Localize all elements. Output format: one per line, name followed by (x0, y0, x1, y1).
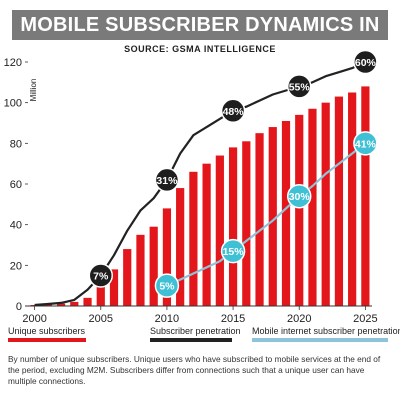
y-tick-label: 20 (10, 260, 22, 272)
bar (334, 96, 344, 306)
bar (96, 285, 105, 306)
bar (109, 269, 119, 306)
marker-label: 5% (159, 281, 175, 293)
y-tick-label: 40 (10, 220, 22, 232)
subscriber-penetration-marker (286, 74, 312, 99)
subscriber-penetration-marker (353, 49, 378, 75)
internet-penetration-marker (154, 273, 180, 298)
bar (348, 92, 357, 306)
marker-label: 41% (355, 138, 377, 150)
subscriber-penetration-marker (154, 167, 180, 193)
bar (295, 114, 304, 306)
bar (202, 163, 211, 306)
marker-label: 31% (156, 175, 178, 187)
x-tick-label: 2000 (22, 313, 46, 325)
legend-swatch-bars (8, 338, 86, 342)
bar (162, 208, 172, 306)
bar (123, 249, 132, 306)
bar (361, 86, 370, 307)
internet-penetration-marker (353, 131, 378, 156)
legend-swatch-internet (252, 338, 388, 342)
x-tick-label: 2020 (287, 313, 311, 325)
bar (83, 297, 92, 306)
legend-label-internet-penetration: Mobile internet subscriber penetration (252, 326, 400, 336)
legend-swatch-penetration (150, 338, 232, 342)
y-tick-label: 80 (10, 138, 22, 150)
legend-label-subscriber-penetration: Subscriber penetration (150, 326, 241, 336)
x-tick-label: 2005 (89, 313, 113, 325)
marker-label: 7% (93, 271, 109, 283)
chart-title: MOBILE SUBSCRIBER DYNAMICS IN BANGLADESH (12, 10, 388, 66)
bar (189, 171, 198, 306)
marker-label: 48% (223, 106, 245, 118)
bar (176, 188, 185, 306)
marker-label: 15% (223, 246, 245, 258)
y-tick-label: 60 (10, 179, 22, 191)
legend-label-unique-subscribers: Unique subscribers (8, 326, 86, 336)
x-tick-label: 2015 (221, 313, 245, 325)
internet-penetration-line (166, 142, 367, 287)
y-tick-label: 0 (16, 301, 22, 313)
x-tick-label: 2025 (353, 313, 377, 325)
bar (255, 133, 264, 306)
chart-source: SOURCE: GSMA INTELLIGENCE (124, 44, 276, 54)
y-tick-label: 120 (4, 57, 22, 69)
bar (281, 120, 291, 306)
marker-label: 60% (355, 57, 377, 69)
bar (228, 147, 238, 306)
internet-penetration-marker (220, 238, 246, 264)
bar (242, 141, 251, 306)
marker-label: 55% (289, 81, 311, 93)
bar (70, 301, 79, 306)
bar (149, 226, 158, 306)
subscriber-penetration-marker (88, 263, 114, 288)
bar (308, 108, 317, 307)
y-axis-label: Million (29, 79, 38, 102)
marker-label: 30% (289, 191, 311, 203)
bar (136, 234, 145, 306)
bar (30, 304, 39, 306)
y-tick-label: 100 (4, 98, 22, 110)
bar (43, 304, 52, 306)
bar (215, 155, 224, 306)
chart-legend: Unique subscribers Subscriber penetratio… (0, 326, 400, 342)
bar (56, 303, 66, 306)
subscriber-penetration-marker (220, 98, 246, 124)
x-tick-label: 2010 (155, 313, 179, 325)
internet-penetration-marker (286, 183, 312, 209)
chart-footnote: By number of unique subscribers. Unique … (8, 354, 381, 386)
bar (321, 102, 330, 307)
bar (268, 127, 277, 306)
